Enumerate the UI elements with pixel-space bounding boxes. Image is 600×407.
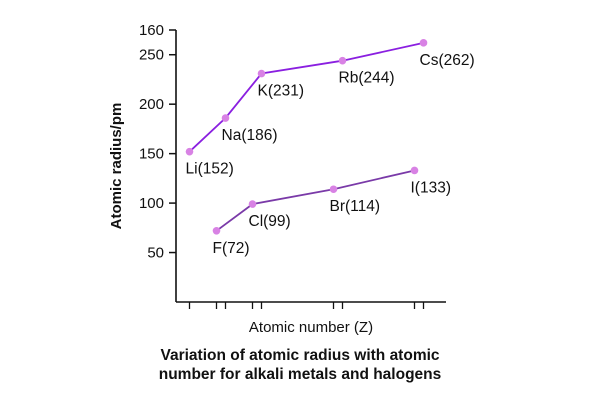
y-axis-label: Atomic radius/pm — [108, 103, 125, 230]
data-label: Na(186) — [222, 127, 278, 144]
data-label: Br(114) — [330, 198, 381, 215]
data-point — [410, 166, 419, 175]
data-point — [212, 226, 221, 235]
data-label: Li(152) — [186, 161, 234, 178]
caption-line-2: number for alkali metals and halogens — [158, 366, 442, 383]
series-markers — [185, 39, 428, 235]
x-ticks — [188, 302, 425, 309]
data-point — [248, 200, 257, 208]
data-point — [329, 185, 338, 194]
point-labels: Li(152) Na(186) K(231) Rb(244) Cs(262) F(72) C… — [186, 52, 475, 257]
data-point — [419, 39, 428, 47]
data-point — [257, 69, 266, 78]
y-ticks: 50 100 150 200 250 160 — [139, 22, 176, 262]
y-tick-label: 160 — [139, 22, 164, 39]
series-line-2 — [215, 169, 415, 232]
x-axis-label: Atomic number (Z) — [249, 319, 373, 336]
data-label: Cs(262) — [420, 52, 475, 69]
data-point — [185, 147, 194, 156]
chart-caption: Variation of atomic radius with atomic n… — [0, 346, 600, 384]
caption-line-1: Variation of atomic radius with atomic — [160, 347, 440, 364]
data-label: K(231) — [258, 83, 305, 100]
data-label: Cl(99) — [249, 213, 291, 230]
data-point — [221, 114, 230, 122]
y-tick-label: 250 — [139, 47, 164, 64]
chart: 50 100 150 200 250 160 Li(152) Na(186) K(231) Rb… — [108, 22, 475, 336]
y-tick-label: 150 — [139, 146, 164, 163]
data-label: F(72) — [213, 240, 250, 257]
y-tick-label: 50 — [147, 245, 164, 262]
y-tick-label: 200 — [139, 96, 164, 113]
data-label: Rb(244) — [339, 70, 395, 87]
data-label: I(133) — [411, 179, 452, 196]
y-tick-label: 100 — [139, 195, 164, 212]
data-point — [338, 56, 347, 65]
